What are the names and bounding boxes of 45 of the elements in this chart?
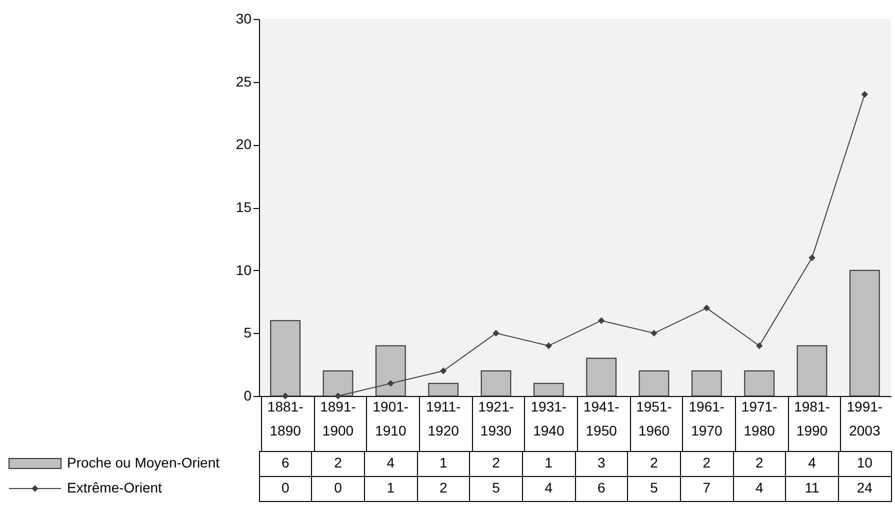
y-tick-label: 5 — [244, 324, 252, 341]
x-tick-label: 1891-1900 — [320, 398, 356, 438]
data-label: 4 — [386, 454, 395, 470]
data-label: 10 — [856, 454, 873, 470]
y-tick-label: 30 — [236, 10, 252, 26]
y-tick-label: 20 — [236, 136, 252, 152]
x-tick-label: 1951-1960 — [636, 398, 672, 438]
y-tick-label: 10 — [236, 262, 252, 278]
data-label: 4 — [755, 480, 764, 496]
x-tick-label: 1901-1910 — [372, 398, 409, 438]
x-tick-label: 1881-1890 — [267, 398, 304, 438]
legend-label: Extrême-Orient — [67, 480, 162, 496]
data-label: 11 — [804, 480, 820, 496]
data-label: 4 — [808, 454, 816, 470]
x-tick-label: 1931-1940 — [530, 398, 567, 438]
data-label: 7 — [702, 480, 711, 496]
data-label: 2 — [650, 454, 658, 470]
x-tick-label: 1921-1930 — [478, 398, 514, 438]
x-tick-label: 1971-1980 — [741, 398, 778, 438]
x-tick-label: 1991-2003 — [846, 398, 883, 438]
data-label: 2 — [492, 454, 500, 470]
data-label: 24 — [856, 480, 873, 496]
x-tick-label: 1981-1990 — [794, 398, 830, 438]
data-label: 2 — [702, 454, 711, 470]
y-tick-label: 0 — [244, 388, 252, 404]
data-label: 5 — [492, 480, 500, 496]
data-label: 6 — [597, 480, 606, 496]
data-label: 2 — [334, 454, 342, 470]
data-label: 4 — [544, 480, 553, 496]
data-label: 1 — [439, 454, 448, 470]
data-label: 6 — [281, 454, 290, 470]
data-label: 1 — [386, 480, 395, 496]
x-tick-label: 1961-1970 — [688, 398, 725, 438]
y-tick-label: 25 — [236, 73, 252, 90]
data-label: 2 — [755, 454, 764, 470]
x-tick-label: 1941-1950 — [583, 398, 620, 438]
data-label: 2 — [439, 480, 448, 496]
data-label: 0 — [281, 480, 290, 496]
data-label: 5 — [650, 480, 658, 496]
data-label: 0 — [334, 480, 342, 496]
legend-label: Proche ou Moyen-Orient — [67, 454, 220, 470]
data-label: 1 — [544, 454, 553, 470]
y-tick-label: 15 — [236, 199, 252, 215]
x-tick-label: 1911-1920 — [426, 398, 462, 438]
data-label: 3 — [597, 454, 606, 470]
